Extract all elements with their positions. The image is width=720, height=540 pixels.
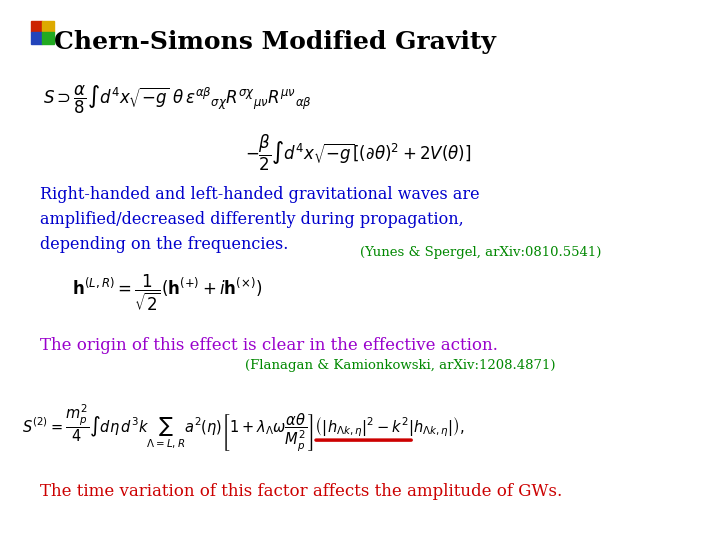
Text: The origin of this effect is clear in the effective action.: The origin of this effect is clear in th… <box>40 338 498 354</box>
Bar <box>31 32 42 44</box>
Bar <box>42 21 54 32</box>
Text: $\mathbf{h}^{(L,R)} = \dfrac{1}{\sqrt{2}}\left(\mathbf{h}^{(+)} + i\mathbf{h}^{(: $\mathbf{h}^{(L,R)} = \dfrac{1}{\sqrt{2}… <box>72 273 262 313</box>
Text: $-\dfrac{\beta}{2}\int d^4x\sqrt{-g}\left[(\partial\theta)^2 + 2V(\theta)\right]: $-\dfrac{\beta}{2}\int d^4x\sqrt{-g}\lef… <box>245 132 471 172</box>
Text: $S \supset \dfrac{\alpha}{8}\int d^4x\sqrt{-g}\; \theta\, \varepsilon^{\alpha\be: $S \supset \dfrac{\alpha}{8}\int d^4x\sq… <box>43 84 312 117</box>
Text: Chern-Simons Modified Gravity: Chern-Simons Modified Gravity <box>54 30 496 53</box>
Text: (Flanagan & Kamionkowski, arXiv:1208.4871): (Flanagan & Kamionkowski, arXiv:1208.487… <box>245 359 555 372</box>
Bar <box>42 32 54 44</box>
Text: Right-handed and left-handed gravitational waves are
amplified/decreased differe: Right-handed and left-handed gravitation… <box>40 186 480 253</box>
Text: $S^{(2)} = \dfrac{m_p^2}{4}\int d\eta\, d^3k \sum_{\Lambda=L,R} a^2(\eta)\left[1: $S^{(2)} = \dfrac{m_p^2}{4}\int d\eta\, … <box>22 402 465 453</box>
Text: (Yunes & Spergel, arXiv:0810.5541): (Yunes & Spergel, arXiv:0810.5541) <box>360 246 601 259</box>
Bar <box>31 21 42 32</box>
Text: The time variation of this factor affects the amplitude of GWs.: The time variation of this factor affect… <box>40 483 562 500</box>
